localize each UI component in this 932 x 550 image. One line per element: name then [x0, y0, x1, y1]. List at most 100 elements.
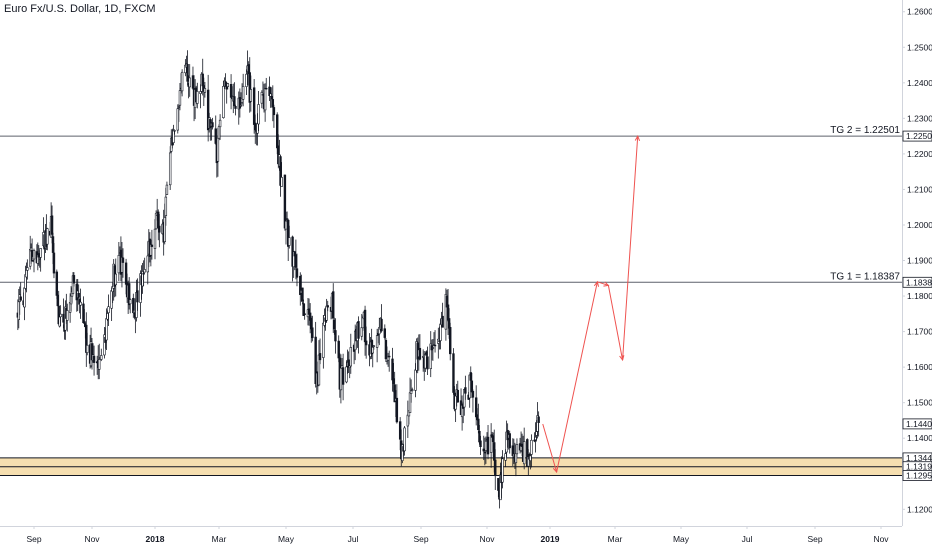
candle [371, 340, 374, 368]
candle-body [363, 309, 367, 343]
candle-body [55, 271, 59, 296]
candle-body [263, 88, 267, 111]
candle-body [191, 75, 195, 89]
candle-body [392, 378, 395, 384]
y-tick-label: 1.18000 [907, 291, 932, 301]
candle [433, 330, 437, 353]
candle-body [196, 91, 199, 104]
price-tag-label: 1.14403 [906, 419, 932, 429]
projection-line[interactable] [542, 136, 639, 473]
candle-body [106, 313, 109, 320]
candle [303, 303, 306, 320]
candle-body [408, 392, 412, 414]
candle-body [360, 327, 363, 337]
candle-body [447, 318, 451, 329]
target-level-label: TG 2 = 1.22501 [830, 125, 900, 136]
x-tick-label: May [673, 534, 690, 544]
candle-body [201, 73, 204, 87]
y-tick-label: 1.20000 [907, 220, 932, 230]
candle [211, 117, 214, 130]
projection-arrowhead [634, 134, 641, 141]
candle-body [333, 319, 336, 330]
candle [173, 129, 176, 135]
candle-series [16, 50, 540, 509]
candle [142, 260, 145, 287]
candle [143, 257, 146, 273]
candle-body [491, 435, 495, 443]
candle-body [249, 89, 253, 102]
candle-body [92, 355, 96, 363]
candle [384, 337, 388, 363]
candle-body [334, 330, 337, 342]
candle-body [537, 416, 540, 423]
price-tag-label: 1.12951 [906, 470, 932, 480]
candle [32, 248, 36, 273]
candle [334, 318, 337, 354]
candle-body [172, 129, 175, 143]
candle-body [456, 389, 459, 403]
candle-body [52, 252, 56, 274]
candle [265, 77, 268, 90]
candle-body [406, 414, 410, 427]
candle-body [395, 397, 399, 423]
candle-body [211, 122, 214, 128]
candle-body [252, 87, 256, 125]
chart-title: Euro Fx/U.S. Dollar, 1D, FXCM [4, 3, 156, 15]
candle [226, 82, 229, 90]
candle-body [59, 313, 62, 318]
candle-body [142, 272, 145, 275]
candle-body [234, 106, 237, 109]
candle-body [218, 119, 222, 128]
candle-body [269, 93, 272, 97]
candle [72, 272, 76, 287]
candle [464, 375, 467, 400]
candle-body [411, 389, 414, 391]
price-tag-label: 1.13198 [906, 462, 932, 472]
target-levels[interactable]: TG 2 = 1.22501 TG 1 = 1.18387 [0, 125, 902, 283]
candle-body [270, 96, 273, 100]
candle-body [486, 436, 490, 455]
candle-body [245, 73, 248, 87]
candle [98, 343, 101, 380]
projection-path[interactable] [542, 134, 641, 474]
candle [203, 81, 207, 98]
candle-body [127, 283, 131, 306]
candle [168, 146, 172, 190]
target-level-label: TG 1 = 1.18387 [830, 271, 900, 282]
candle-body [272, 107, 276, 116]
candle-body [414, 369, 417, 391]
candle-body [239, 104, 243, 107]
candle-body [157, 211, 160, 229]
candle-body [280, 177, 283, 187]
candle-body [124, 262, 128, 285]
candle [66, 303, 69, 332]
candle [380, 304, 383, 333]
candle [479, 435, 482, 456]
candle [522, 427, 526, 470]
candle [318, 338, 322, 365]
candle-body [449, 327, 452, 355]
x-axis-ticks: Sep Nov 2018 Mar May Jul Sep Nov 2019 Mar May Jul Se… [26, 526, 889, 544]
candle-body [19, 296, 22, 301]
x-tick-label: Jul [742, 534, 753, 544]
projection-arrowhead [603, 281, 610, 287]
candle [395, 384, 399, 424]
candle-body [233, 96, 236, 107]
candle-body [271, 99, 275, 108]
candle-body [387, 355, 391, 358]
x-tick-label: Nov [84, 534, 100, 544]
candle-body [508, 433, 511, 449]
candle [349, 333, 353, 374]
candle-body [418, 347, 422, 360]
candle [284, 211, 288, 245]
candle [409, 379, 413, 403]
candle-body [403, 427, 406, 452]
candle-body [72, 275, 76, 284]
candle [180, 69, 184, 97]
candle-body [188, 77, 191, 88]
candle-body [341, 367, 345, 385]
candle-body [339, 367, 343, 391]
candle [301, 287, 304, 305]
candle-body [216, 137, 220, 162]
